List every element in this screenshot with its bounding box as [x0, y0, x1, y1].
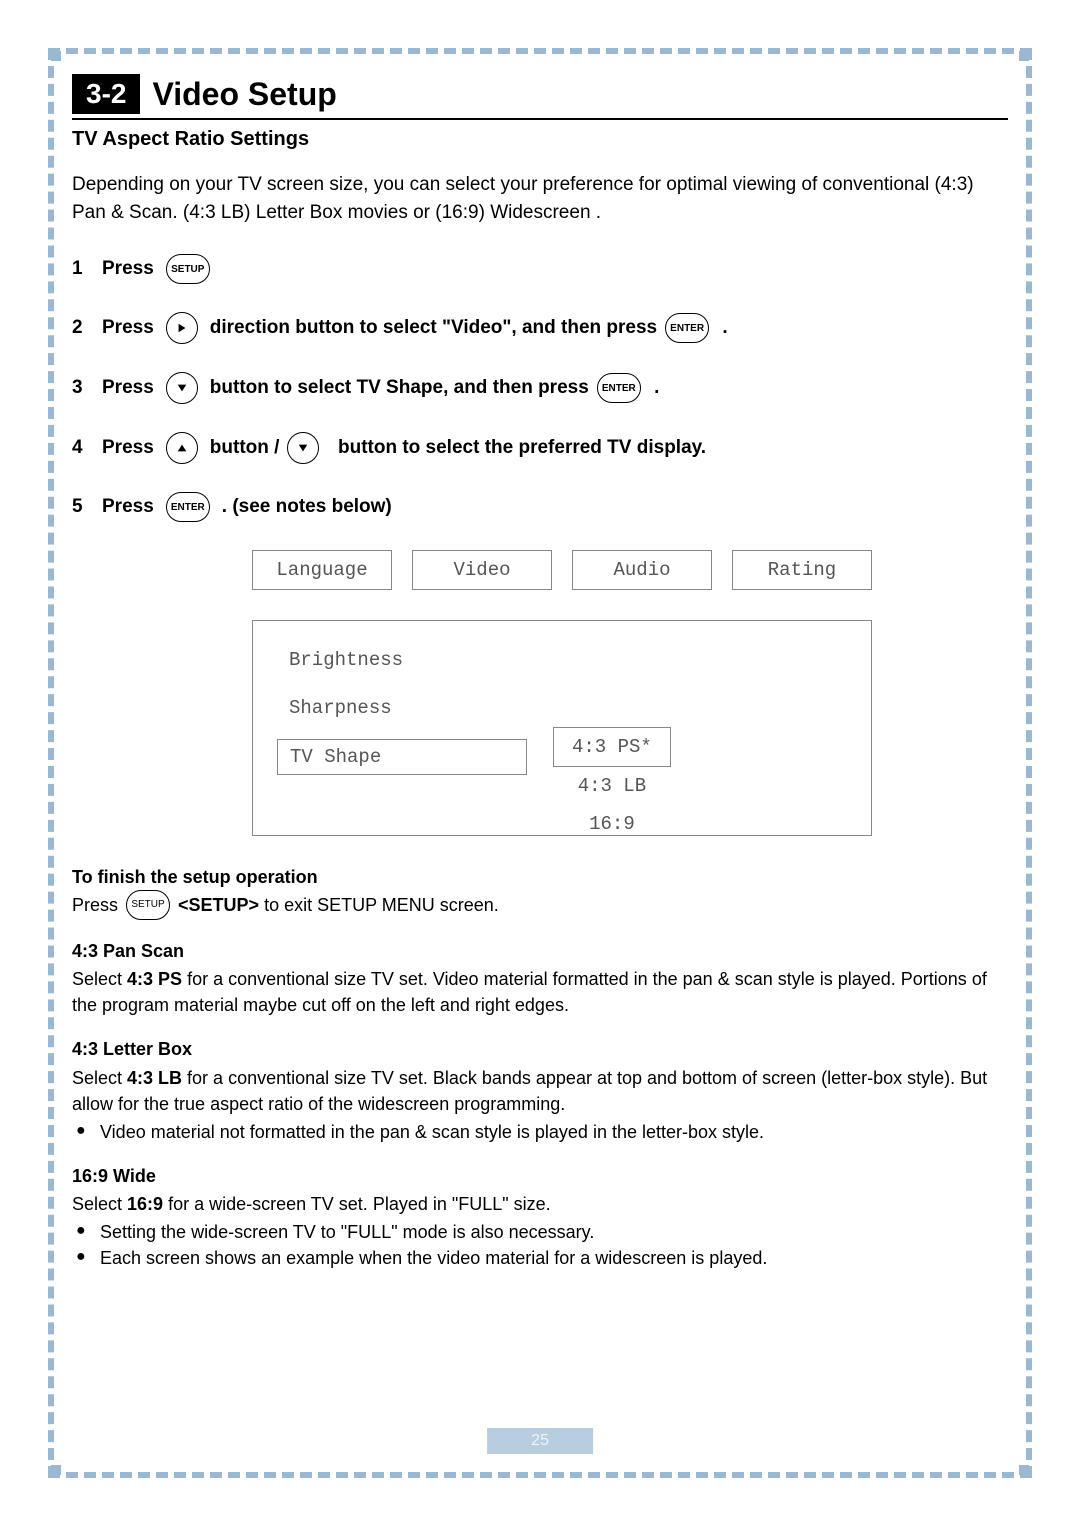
menu-tab: Language — [252, 550, 392, 590]
note-title: 16:9 Wide — [72, 1163, 1008, 1189]
submenu-left: Brightness Sharpness TV Shape — [277, 643, 527, 775]
step-number: 1 — [72, 258, 90, 280]
step: 2 Press direction button to select "Video… — [72, 312, 1008, 344]
submenu-item: Brightness — [277, 643, 527, 677]
finish-title: To finish the setup operation — [72, 864, 1008, 890]
step-press: Press — [102, 317, 154, 339]
step: 4 Press button / button to select the pre… — [72, 432, 1008, 464]
submenu-option: 16:9 — [553, 805, 671, 843]
menu-tabs: Language Video Audio Rating — [252, 550, 872, 590]
subsection-title: TV Aspect Ratio Settings — [72, 128, 1008, 151]
intro-text: Depending on your TV screen size, you ca… — [72, 171, 1008, 226]
menu-tab: Audio — [572, 550, 712, 590]
note-bullet: Setting the wide-screen TV to "FULL" mod… — [72, 1219, 1008, 1245]
step-number: 4 — [72, 437, 90, 459]
right-arrow-icon — [166, 312, 198, 344]
note-body: Select 16:9 for a wide-screen TV set. Pl… — [72, 1191, 1008, 1217]
step-press: Press — [102, 437, 154, 459]
menu-tab: Video — [412, 550, 552, 590]
enter-button-icon: ENTER — [166, 492, 210, 522]
down-arrow-icon — [287, 432, 319, 464]
finish-prefix: Press — [72, 892, 118, 918]
section-number: 3-2 — [72, 74, 140, 114]
down-arrow-icon — [166, 372, 198, 404]
finish-suffix: to exit SETUP MENU screen. — [259, 895, 499, 915]
submenu-box: Brightness Sharpness TV Shape 4:3 PS*4:3 L… — [252, 620, 872, 836]
enter-button-icon: ENTER — [665, 313, 709, 343]
step: 3 Press button to select TV Shape, and th… — [72, 372, 1008, 404]
step-text: button to select TV Shape, and then pres… — [210, 373, 660, 403]
step-number: 2 — [72, 317, 90, 339]
enter-button-icon: ENTER — [597, 373, 641, 403]
step-number: 5 — [72, 496, 90, 518]
submenu-item: TV Shape — [277, 739, 527, 775]
submenu-option: 4:3 PS* — [553, 727, 671, 767]
section-title: Video Setup — [152, 76, 336, 113]
note-bullets: Video material not formatted in the pan … — [72, 1119, 1008, 1145]
finish-setup-label: <SETUP> — [178, 895, 259, 915]
note-bullet: Video material not formatted in the pan … — [72, 1119, 1008, 1145]
steps-list: 1 Press SETUP 2 Press direction button to se… — [72, 254, 1008, 522]
corner — [1019, 1465, 1029, 1475]
corner — [51, 1465, 61, 1475]
note-bullets: Setting the wide-screen TV to "FULL" mod… — [72, 1219, 1008, 1271]
note-body: Select 4:3 LB for a conventional size TV… — [72, 1065, 1008, 1117]
section-header: 3-2 Video Setup — [72, 74, 1008, 120]
step: 1 Press SETUP — [72, 254, 1008, 284]
submenu-option: 4:3 LB — [553, 767, 671, 805]
note-title: 4:3 Letter Box — [72, 1036, 1008, 1062]
finish-row: Press SETUP <SETUP> to exit SETUP MENU s… — [72, 890, 1008, 920]
step-press: Press — [102, 496, 154, 518]
submenu-right: 4:3 PS*4:3 LB16:9 — [553, 727, 671, 843]
menu-diagram: Language Video Audio Rating Brightness Sharp… — [252, 550, 872, 836]
up-arrow-icon — [166, 432, 198, 464]
setup-button-icon: SETUP — [126, 890, 170, 920]
step-press: Press — [102, 377, 154, 399]
page-number: 25 — [487, 1428, 593, 1454]
submenu-item: Sharpness — [277, 691, 527, 725]
step-press: Press — [102, 258, 154, 280]
note-body: Select 4:3 PS for a conventional size TV… — [72, 966, 1008, 1018]
note-title: 4:3 Pan Scan — [72, 938, 1008, 964]
step-text: button / button to select the preferred … — [210, 432, 706, 464]
step-text: direction button to select "Video", and … — [210, 313, 728, 343]
menu-tab: Rating — [732, 550, 872, 590]
step: 5 Press ENTER . (see notes below) — [72, 492, 1008, 522]
step-text: . (see notes below) — [222, 496, 392, 518]
page-frame: 3-2 Video Setup TV Aspect Ratio Settings… — [48, 48, 1032, 1478]
setup-button-icon: SETUP — [166, 254, 210, 284]
step-number: 3 — [72, 377, 90, 399]
note-bullet: Each screen shows an example when the vi… — [72, 1245, 1008, 1271]
notes-section: To finish the setup operation Press SETU… — [72, 864, 1008, 1271]
